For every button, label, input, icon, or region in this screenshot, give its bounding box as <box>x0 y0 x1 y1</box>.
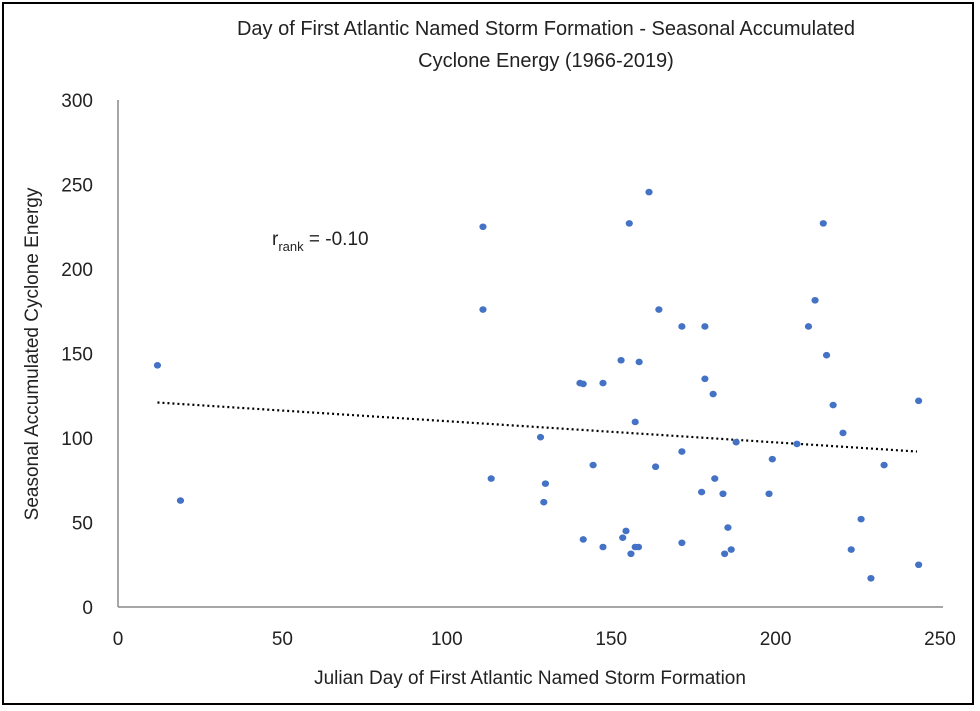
data-point <box>619 534 627 542</box>
data-point <box>479 223 487 231</box>
data-point <box>839 429 847 437</box>
data-point <box>153 362 162 369</box>
y-tick-label: 250 <box>61 176 93 197</box>
data-point <box>678 323 686 330</box>
x-tick-label: 0 <box>113 629 124 650</box>
y-tick-label: 100 <box>61 429 93 450</box>
data-point <box>719 490 727 498</box>
y-tick-label: 150 <box>61 345 93 366</box>
data-point <box>915 561 923 569</box>
data-point <box>727 546 735 553</box>
data-point <box>617 356 625 364</box>
chart-title-line-2: Cyclone Energy (1966-2019) <box>418 50 674 72</box>
data-point <box>804 323 813 330</box>
x-tick-label: 250 <box>924 629 956 650</box>
data-point <box>768 455 776 463</box>
data-point <box>678 448 686 455</box>
data-point <box>627 550 635 558</box>
data-point <box>579 380 587 388</box>
data-point <box>880 461 888 469</box>
data-point <box>793 440 801 448</box>
data-point <box>622 527 630 535</box>
data-point <box>822 351 831 359</box>
data-point <box>857 515 865 523</box>
y-tick-label: 200 <box>61 260 93 281</box>
data-point <box>631 418 639 426</box>
y-axis-label: Seasonal Accumulated Cyclone Energy <box>22 187 43 520</box>
data-point <box>724 524 732 531</box>
data-point <box>678 539 686 547</box>
data-point <box>651 463 660 471</box>
y-tick-label: 300 <box>61 91 93 112</box>
data-point <box>589 461 597 469</box>
y-tick-label: 0 <box>82 598 93 619</box>
data-point <box>625 220 633 227</box>
data-point <box>915 397 923 405</box>
annotation-value: = -0.10 <box>304 229 369 250</box>
x-tick-label: 100 <box>431 629 463 650</box>
y-tick-label: 50 <box>72 514 93 535</box>
annotation-r: r <box>272 229 279 250</box>
data-point <box>599 379 607 387</box>
data-point <box>867 574 875 582</box>
data-point <box>479 306 487 313</box>
x-tick-label: 150 <box>595 629 627 650</box>
data-point <box>721 550 729 558</box>
data-point <box>579 536 587 543</box>
annotation-subscript: rank <box>278 239 304 254</box>
data-point <box>701 375 709 383</box>
data-point <box>709 390 717 398</box>
trendline <box>157 401 918 453</box>
data-point <box>765 490 773 498</box>
data-point <box>176 497 185 504</box>
data-point <box>645 188 653 196</box>
r-rank-annotation: rrank = -0.10 <box>272 229 369 254</box>
data-point <box>635 358 643 366</box>
data-point <box>732 438 740 446</box>
data-point <box>829 401 837 409</box>
data-point <box>701 323 709 330</box>
data-point <box>487 475 495 482</box>
data-point <box>698 488 706 496</box>
data-point <box>847 546 855 553</box>
x-tick-label: 200 <box>760 629 792 650</box>
data-point <box>541 480 550 487</box>
data-point <box>811 296 819 304</box>
data-point <box>536 433 545 441</box>
data-point <box>599 543 607 551</box>
data-point <box>819 220 827 227</box>
data-point <box>540 498 548 506</box>
data-point <box>711 475 719 482</box>
x-axis-label: Julian Day of First Atlantic Named Storm… <box>314 668 746 689</box>
x-tick-label: 50 <box>272 629 293 650</box>
chart-title-line-1: Day of First Atlantic Named Storm Format… <box>237 18 855 40</box>
data-point <box>655 306 663 313</box>
data-point <box>634 543 643 551</box>
